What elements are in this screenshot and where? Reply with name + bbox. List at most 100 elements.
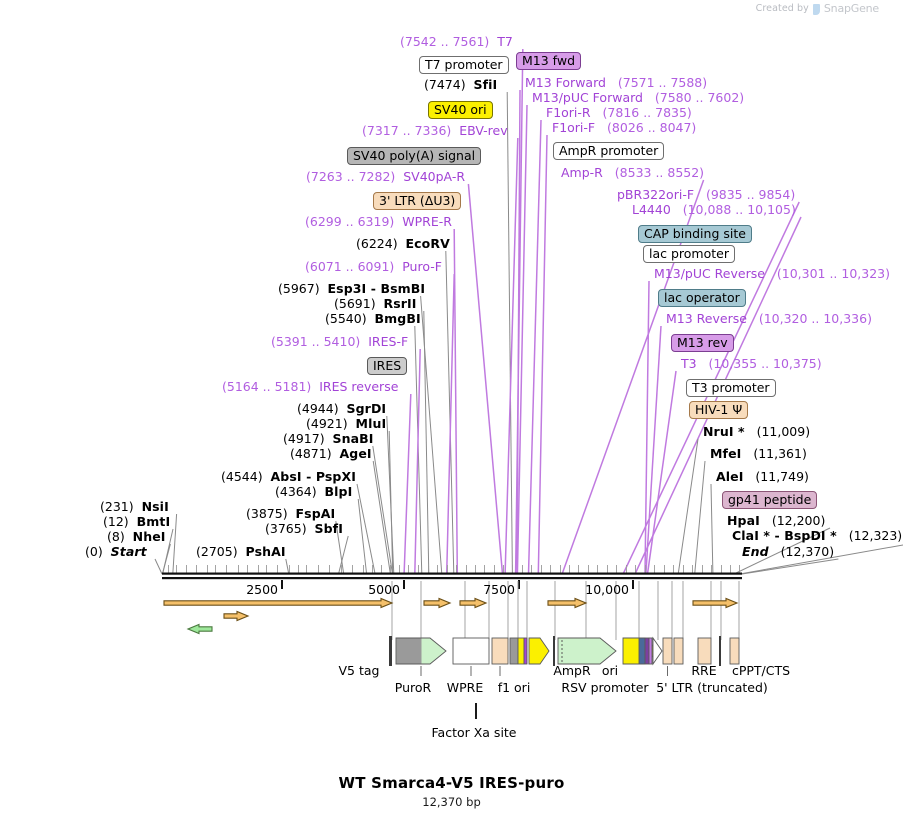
enzyme-name: NruI * xyxy=(703,424,745,439)
feature-glyph-box xyxy=(452,637,490,665)
enzyme-label: (4917) SnaBI xyxy=(283,432,374,446)
primer-name: M13/pUC Forward xyxy=(532,90,643,105)
feature-caption: PuroR xyxy=(394,680,432,695)
enzyme-position: (4944) xyxy=(297,401,339,416)
primer-label: T3 (10,355 .. 10,375) xyxy=(681,357,822,371)
enzyme-label: (4921) MluI xyxy=(306,417,386,431)
watermark-prefix: Created by xyxy=(755,3,809,14)
feature-glyph-tick xyxy=(719,636,721,666)
feature-label-box: HIV-1 Ψ xyxy=(689,401,749,419)
enzyme-name: SfiI xyxy=(473,77,498,92)
enzyme-position: (5691) xyxy=(334,296,376,311)
feature-glyph-arrow xyxy=(528,637,550,665)
feature-caption: f1 ori xyxy=(497,680,531,695)
primer-name: SV40pA-R xyxy=(403,169,466,184)
primer-range: (10,088 .. 10,105) xyxy=(682,202,796,217)
feature-label-text: lac promoter xyxy=(643,245,735,263)
feature-glyph-box xyxy=(491,637,509,665)
feature-label-text: M13 rev xyxy=(671,334,734,352)
enzyme-label: (3765) SbfI xyxy=(265,522,343,536)
plasmid-size: 12,370 bp xyxy=(422,795,481,809)
feature-caption: AmpR xyxy=(553,663,591,678)
ruler-tick-mark xyxy=(518,580,520,589)
enzyme-position: (11,749) xyxy=(755,469,809,484)
primer-name: M13/pUC Reverse xyxy=(654,266,765,281)
backbone-bottom-strand xyxy=(162,577,742,580)
enzyme-position: (11,009) xyxy=(756,424,811,439)
feature-label-box: SV40 ori xyxy=(428,101,493,119)
primer-label: (6299 .. 6319) WPRE-R xyxy=(305,215,452,229)
primer-range: (6071 .. 6091) xyxy=(305,259,395,274)
enzyme-position: (4871) xyxy=(290,446,332,461)
enzyme-label: (4871) AgeI xyxy=(290,447,372,461)
primer-arrow xyxy=(223,610,250,622)
primer-range: (7816 .. 7835) xyxy=(602,105,692,120)
primer-range: (8533 .. 8552) xyxy=(614,165,705,180)
primer-name: IRES reverse xyxy=(319,379,399,394)
enzyme-label: (4944) SgrDI xyxy=(297,402,386,416)
feature-label-text: HIV-1 Ψ xyxy=(689,401,749,419)
primer-name: Puro-F xyxy=(402,259,442,274)
enzyme-position: (12,323) xyxy=(848,528,903,543)
feature-label-text: lac operator xyxy=(658,289,746,307)
primer-range: (5164 .. 5181) xyxy=(222,379,312,394)
feature-glyph-box xyxy=(697,637,712,665)
primer-range: (7571 .. 7588) xyxy=(617,75,708,90)
enzyme-position: (4921) xyxy=(306,416,348,431)
enzyme-label: (7474) SfiI xyxy=(424,78,497,92)
primer-range: (5391 .. 5410) xyxy=(271,334,361,349)
enzyme-name: NheI xyxy=(132,529,166,544)
ruler-tick-mark xyxy=(403,580,405,589)
primer-label: F1ori-R (7816 .. 7835) xyxy=(546,106,692,120)
enzyme-position: (4364) xyxy=(275,484,317,499)
enzyme-name: RsrII xyxy=(383,296,417,311)
primer-label: (6071 .. 6091) Puro-F xyxy=(305,260,442,274)
enzyme-name: HpaI xyxy=(727,513,760,528)
enzyme-label: ClaI * - BspDI * (12,323) xyxy=(732,529,902,543)
primer-range: (6299 .. 6319) xyxy=(305,214,395,229)
feature-label-box: lac promoter xyxy=(643,245,735,263)
enzyme-name: EcoRV xyxy=(405,236,450,251)
enzyme-label: MfeI (11,361) xyxy=(710,447,807,461)
enzyme-label: (5691) RsrII xyxy=(334,297,417,311)
primer-range: (10,301 .. 10,323) xyxy=(776,266,890,281)
enzyme-position: (2705) xyxy=(196,544,238,559)
watermark-brand: SnapGene xyxy=(823,2,879,15)
primer-name: M13 Forward xyxy=(525,75,606,90)
enzyme-position: (5540) xyxy=(325,311,367,326)
enzyme-name: NsiI xyxy=(141,499,169,514)
enzyme-name: BmgBI xyxy=(374,311,421,326)
primer-range: (9835 .. 9854) xyxy=(705,187,796,202)
title-block: WT Smarca4-V5 IRES-puro 12,370 bp xyxy=(0,774,903,809)
primer-arrow xyxy=(423,597,452,609)
feature-caption: RSV promoter xyxy=(561,680,649,695)
feature-glyph-box xyxy=(644,637,650,665)
enzyme-position: (11,361) xyxy=(753,446,807,461)
primer-arrow xyxy=(459,597,488,609)
enzyme-label: NruI * (11,009) xyxy=(703,425,810,439)
enzyme-position: (0) xyxy=(85,544,103,559)
annotation-label-stack: (7542 .. 7561) T7 T7 promoter (7474) SfiI S… xyxy=(85,35,902,559)
feature-label-text: IRES xyxy=(367,357,408,375)
feature-label-text: gp41 peptide xyxy=(722,491,818,509)
enzyme-name: Esp3I - BsmBI xyxy=(327,281,426,296)
primer-arrow xyxy=(163,597,394,609)
primer-arrow xyxy=(547,597,588,609)
snapgene-logo-icon xyxy=(812,4,820,15)
enzyme-position: (12,370) xyxy=(780,544,835,559)
primer-name: Amp-R xyxy=(561,165,603,180)
feature-label-box: T7 promoter xyxy=(419,56,509,74)
enzyme-label: (5540) BmgBI xyxy=(325,312,421,326)
feature-label-text: T7 promoter xyxy=(419,56,509,74)
primer-label: M13/pUC Forward (7580 .. 7602) xyxy=(532,91,744,105)
primer-label: (7317 .. 7336) EBV-rev xyxy=(362,124,508,138)
feature-caption: V5 tag xyxy=(338,663,380,678)
feature-glyph-box xyxy=(523,637,528,665)
primer-label: F1ori-F (8026 .. 8047) xyxy=(552,121,696,135)
feature-label-box: M13 rev xyxy=(671,334,734,352)
feature-label-box: lac operator xyxy=(658,289,746,307)
primer-label: M13 Forward (7571 .. 7588) xyxy=(525,76,707,90)
primer-label: M13/pUC Reverse (10,301 .. 10,323) xyxy=(654,267,890,281)
feature-label-box: SV40 poly(A) signal xyxy=(347,147,482,165)
feature-label-text: M13 fwd xyxy=(516,52,582,70)
